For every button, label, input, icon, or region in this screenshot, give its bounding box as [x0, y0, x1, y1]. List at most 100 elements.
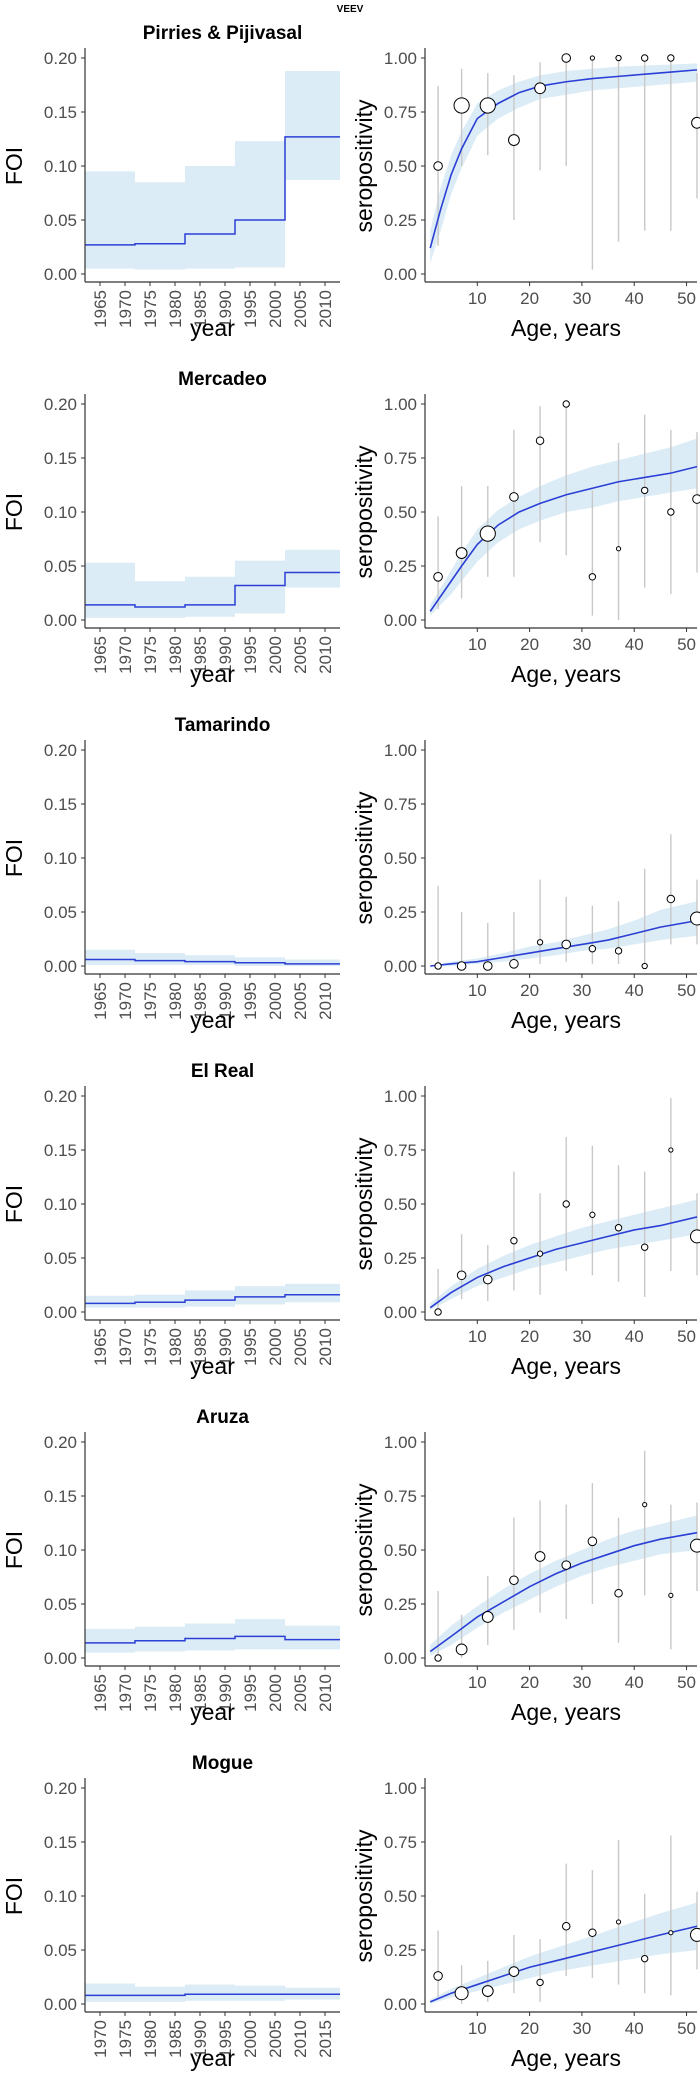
foi-x-tick-label: 2000 — [266, 1328, 285, 1366]
sero-data-point — [455, 1643, 468, 1656]
sero-data-point — [561, 1560, 572, 1570]
sero-credible-band — [430, 438, 697, 616]
foi-x-tick-label: 1975 — [141, 982, 160, 1020]
sero-x-tick-label: 10 — [468, 635, 487, 654]
sero-x-axis-label: Age, years — [511, 2045, 621, 2071]
foi-x-tick-label: 2000 — [241, 2020, 260, 2058]
panel-pirries-pijivasal: Pirries & Pijivasal 0.00 0.05 0.10 0.15 0.20 1… — [1, 23, 700, 341]
sero-y-tick-label: 0.00 — [384, 1649, 417, 1668]
sero-data-point — [536, 1250, 544, 1257]
foi-x-tick-label: 2010 — [316, 982, 335, 1020]
foi-y-axis-label: FOI — [1, 1185, 27, 1223]
foi-x-axis-label: year — [190, 1007, 235, 1033]
sero-data-point — [561, 1921, 571, 1931]
sero-data-point — [479, 97, 496, 114]
foi-x-tick-label: 1995 — [216, 2020, 235, 2058]
foi-x-tick-label: 2010 — [316, 636, 335, 674]
foi-y-tick-label: 0.10 — [44, 1541, 77, 1560]
sero-data-point — [561, 53, 572, 63]
sero-x-tick-label: 40 — [625, 1327, 644, 1346]
sero-data-point — [615, 1919, 622, 1925]
sero-data-point — [588, 1928, 597, 1937]
foi-x-tick-label: 2005 — [266, 2020, 285, 2058]
sero-x-tick-label: 50 — [677, 1327, 696, 1346]
foi-x-tick-label: 1995 — [241, 636, 260, 674]
foi-x-tick-label: 1985 — [191, 1674, 210, 1712]
sero-data-point — [534, 1551, 546, 1562]
sero-x-tick-label: 50 — [677, 289, 696, 308]
sero-y-axis-label: seropositivity — [351, 99, 377, 232]
foi-y-tick-label: 0.05 — [44, 1249, 77, 1268]
sero-fit-line — [430, 919, 698, 967]
sero-data-point — [640, 1243, 649, 1251]
sero-x-axis-label: Age, years — [511, 1353, 621, 1379]
foi-x-tick-label: 1980 — [166, 1674, 185, 1712]
sero-data-point — [690, 1229, 700, 1244]
sero-y-axis-label: seropositivity — [351, 1829, 377, 1962]
foi-x-tick-label: 2005 — [291, 1674, 310, 1712]
foi-x-tick-label: 1965 — [91, 636, 110, 674]
panel-el-real: El Real 0.00 0.05 0.10 0.15 0.20 1965 1970 1975 1… — [1, 1061, 700, 1379]
foi-credible-band — [85, 70, 340, 270]
sero-x-tick-label: 20 — [520, 981, 539, 1000]
sero-data-point — [668, 1930, 674, 1936]
sero-x-tick-label: 50 — [677, 2019, 696, 2038]
sero-data-point — [456, 961, 467, 971]
foi-y-tick-label: 0.20 — [44, 1433, 77, 1452]
panel-mogue: Mogue 0.00 0.05 0.10 0.15 0.20 1970 1975 1980 198… — [1, 1753, 700, 2071]
foi-x-tick-label: 1975 — [141, 1328, 160, 1366]
foi-x-tick-label: 1980 — [166, 290, 185, 328]
sero-data-point — [614, 947, 623, 955]
foi-y-axis-label: FOI — [1, 1877, 27, 1915]
foi-y-tick-label: 0.00 — [44, 957, 77, 976]
foi-y-tick-label: 0.00 — [44, 611, 77, 630]
foi-y-tick-label: 0.10 — [44, 503, 77, 522]
foi-y-axis-label: FOI — [1, 839, 27, 877]
sero-data-point — [456, 1270, 467, 1281]
sero-data-point — [562, 400, 570, 408]
foi-y-tick-label: 0.05 — [44, 211, 77, 230]
sero-x-axis-label: Age, years — [511, 661, 621, 687]
foi-x-tick-label: 1990 — [216, 1328, 235, 1366]
sero-data-point — [562, 1200, 570, 1208]
foi-x-tick-label: 2000 — [266, 982, 285, 1020]
foi-y-tick-label: 0.20 — [44, 1087, 77, 1106]
sero-y-tick-label: 0.25 — [384, 903, 417, 922]
foi-x-tick-label: 1965 — [91, 1328, 110, 1366]
sero-data-point — [667, 508, 675, 516]
foi-x-tick-label: 2000 — [266, 290, 285, 328]
foi-y-tick-label: 0.15 — [44, 795, 77, 814]
foi-credible-band — [85, 549, 340, 618]
sero-y-tick-label: 1.00 — [384, 49, 417, 68]
sero-data-point — [614, 1588, 623, 1598]
sero-data-point — [642, 1502, 648, 1508]
sero-data-point — [434, 962, 442, 970]
sero-x-tick-label: 50 — [677, 981, 696, 1000]
figure-title: VEEV — [337, 4, 364, 15]
foi-x-tick-label: 2010 — [316, 290, 335, 328]
sero-data-point — [433, 1971, 443, 1981]
foi-x-axis-label: year — [190, 1353, 235, 1379]
sero-data-point — [615, 54, 622, 62]
sero-y-tick-label: 0.00 — [384, 265, 417, 284]
sero-data-point — [668, 1592, 674, 1598]
sero-x-tick-label: 10 — [468, 2019, 487, 2038]
sero-x-tick-label: 50 — [677, 1673, 696, 1692]
foi-credible-band — [85, 949, 340, 966]
foi-y-tick-label: 0.10 — [44, 1195, 77, 1214]
sero-fit-line — [429, 1925, 698, 2003]
sero-x-tick-label: 30 — [572, 635, 591, 654]
foi-x-tick-label: 1970 — [116, 636, 135, 674]
sero-y-axis-label: seropositivity — [351, 445, 377, 578]
foi-y-tick-label: 0.00 — [44, 1303, 77, 1322]
panel-title: El Real — [191, 1061, 254, 1082]
foi-x-axis-label: year — [190, 1699, 235, 1725]
sero-y-tick-label: 0.50 — [384, 849, 417, 868]
foi-x-tick-label: 1970 — [91, 2020, 110, 2058]
sero-x-tick-label: 40 — [625, 289, 644, 308]
foi-x-tick-label: 1965 — [91, 982, 110, 1020]
sero-data-point — [589, 1211, 596, 1218]
sero-data-point — [508, 134, 520, 146]
foi-x-tick-label: 1975 — [141, 1674, 160, 1712]
